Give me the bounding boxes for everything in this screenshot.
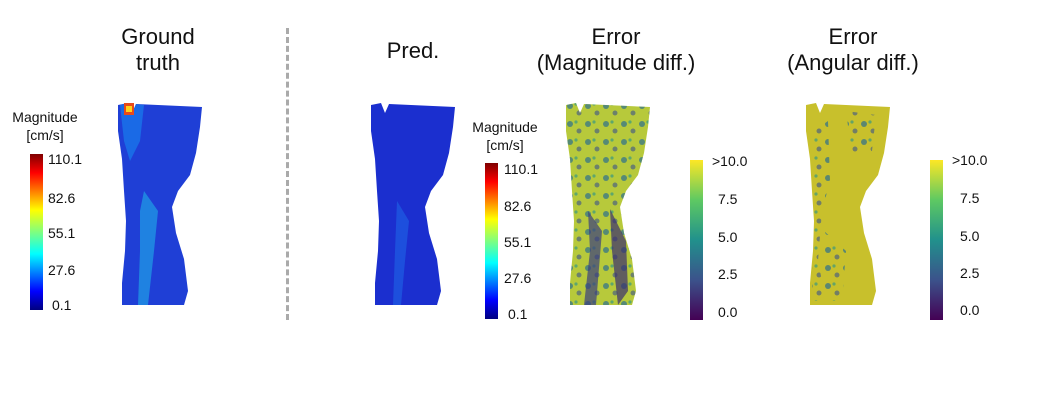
colorbar-error-magnitude-tick: 2.5 — [718, 266, 738, 282]
vessel-ground-truth — [118, 103, 202, 305]
colorbar-error-magnitude-tick: 0.0 — [718, 304, 738, 320]
colorbar-error-angular-tick: 0.0 — [960, 302, 980, 318]
colorbar-magnitude-1-tick: 55.1 — [48, 225, 76, 241]
section-divider — [286, 28, 289, 320]
panel-title-pred: Pred. — [386, 38, 440, 63]
colorbar-magnitude-2-tick: 110.1 — [504, 161, 538, 177]
colorbar-magnitude-2-tick: 0.1 — [508, 306, 528, 322]
vessel-error-magnitude — [566, 103, 650, 305]
colorbar-magnitude-2-tick: 55.1 — [504, 234, 532, 250]
colorbar-magnitude-1-bar — [30, 154, 43, 310]
colorbar-error-angular-tick: >10.0 — [952, 152, 988, 168]
colorbar-magnitude-1-tick: 27.6 — [48, 262, 76, 278]
panel-title-ground-truth: Ground truth — [121, 24, 195, 75]
vessel-pred — [371, 103, 455, 305]
colorbar-magnitude-1-title: Magnitude [cm/s] — [12, 109, 78, 143]
colorbar-error-magnitude-bar — [690, 160, 703, 320]
colorbar-magnitude-1-tick: 110.1 — [48, 151, 82, 167]
panel-title-error-magnitude: Error (Magnitude diff.) — [536, 24, 696, 75]
colorbar-magnitude-1-tick: 0.1 — [52, 297, 72, 313]
colorbar-magnitude-1-tick: 82.6 — [48, 190, 76, 206]
colorbar-magnitude-2-bar — [485, 163, 498, 319]
colorbar-error-angular-tick: 7.5 — [960, 190, 980, 206]
colorbar-error-magnitude-tick: 5.0 — [718, 229, 738, 245]
colorbar-error-angular-tick: 2.5 — [960, 265, 980, 281]
colorbar-magnitude-2-title: Magnitude [cm/s] — [472, 119, 538, 153]
colorbar-error-magnitude-tick: >10.0 — [712, 153, 748, 169]
colorbar-error-magnitude-tick: 7.5 — [718, 191, 738, 207]
panel-title-error-angular: Error (Angular diff.) — [787, 24, 919, 75]
colorbar-magnitude-2-tick: 27.6 — [504, 270, 532, 286]
colorbar-error-angular-tick: 5.0 — [960, 228, 980, 244]
colorbar-error-angular-bar — [930, 160, 943, 320]
vessel-error-angular — [806, 103, 890, 305]
colorbar-magnitude-2-tick: 82.6 — [504, 198, 532, 214]
